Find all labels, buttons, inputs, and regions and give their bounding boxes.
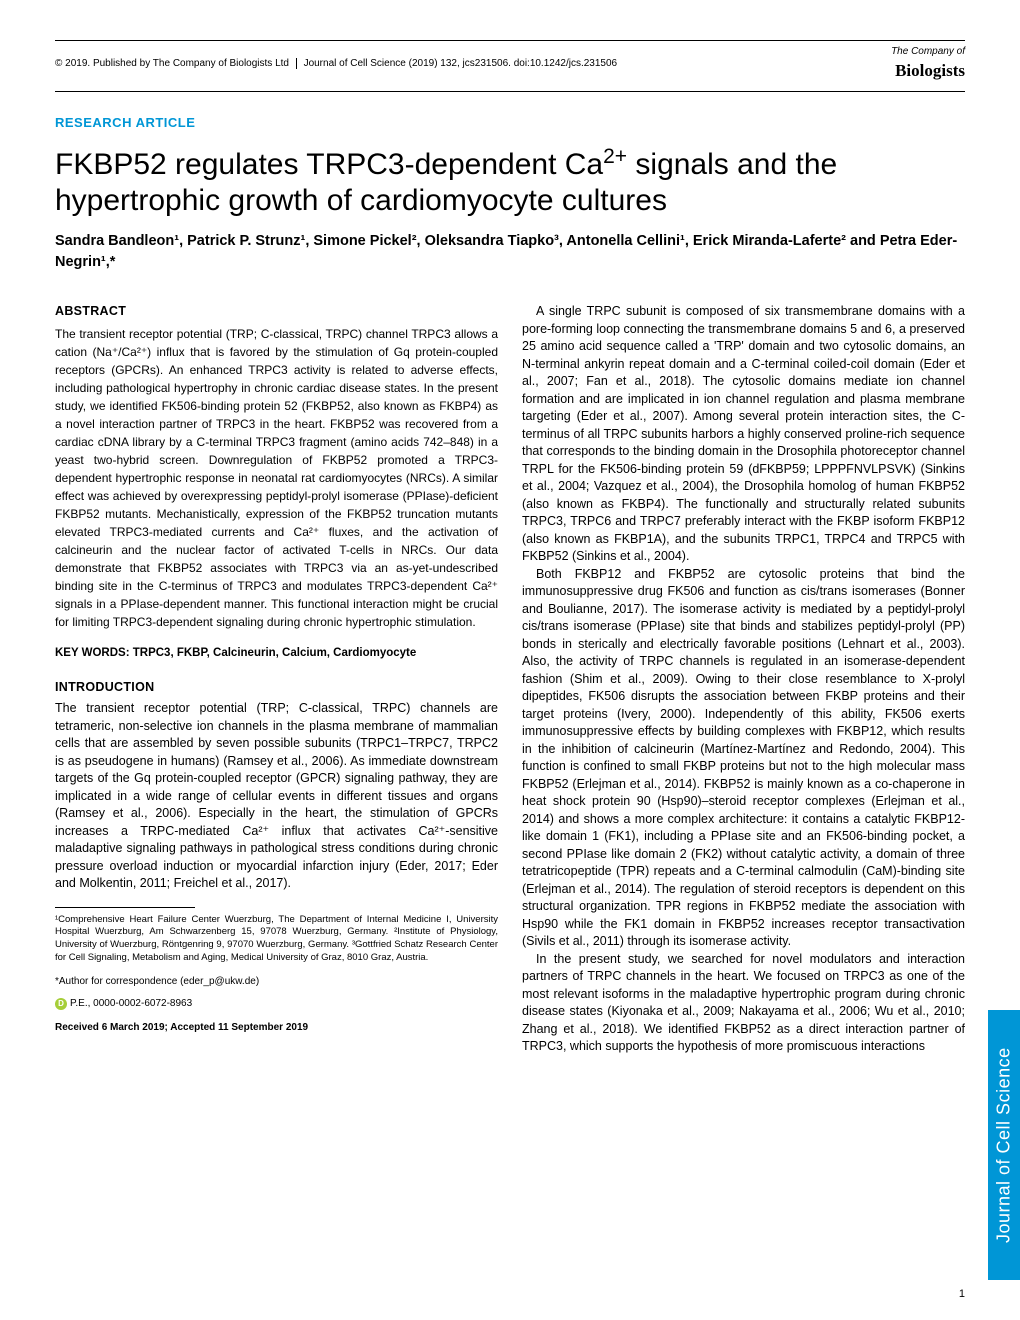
col2-paragraph-3: In the present study, we searched for no…	[522, 951, 965, 1056]
orcid-line: DP.E., 0000-0002-6072-8963	[55, 997, 498, 1011]
header-row: © 2019. Published by The Company of Biol…	[55, 45, 965, 89]
intro-paragraph-1: The transient receptor potential (TRP; C…	[55, 700, 498, 893]
correspondence: *Author for correspondence (eder_p@ukw.d…	[55, 975, 498, 989]
citation: Journal of Cell Science (2019) 132, jcs2…	[304, 58, 618, 69]
abstract-heading: ABSTRACT	[55, 303, 498, 321]
col2-paragraph-1: A single TRPC subunit is composed of six…	[522, 303, 965, 566]
logo-top: The Company of	[891, 45, 965, 59]
page-number: 1	[959, 1287, 965, 1302]
article-type: RESEARCH ARTICLE	[55, 114, 965, 132]
logo-main: Biologists	[891, 59, 965, 83]
copyright: © 2019. Published by The Company of Biol…	[55, 58, 289, 69]
top-rule	[55, 40, 965, 41]
header-rule-2	[55, 91, 965, 92]
right-column: A single TRPC subunit is composed of six…	[522, 303, 965, 1056]
authors: Sandra Bandleon¹, Patrick P. Strunz¹, Si…	[55, 231, 965, 273]
orcid-id: P.E., 0000-0002-6072-8963	[70, 998, 192, 1009]
col2-paragraph-2: Both FKBP12 and FKBP52 are cytosolic pro…	[522, 566, 965, 951]
received-accepted: Received 6 March 2019; Accepted 11 Septe…	[55, 1021, 498, 1035]
header-divider	[296, 58, 297, 69]
abstract-body: The transient receptor potential (TRP; C…	[55, 325, 498, 631]
two-column-layout: ABSTRACT The transient receptor potentia…	[55, 303, 965, 1056]
article-title: FKBP52 regulates TRPC3-dependent Ca2+ si…	[55, 144, 965, 219]
publisher-logo: The Company of Biologists	[891, 45, 965, 83]
title-sup: 2+	[603, 145, 627, 168]
keywords: KEY WORDS: TRPC3, FKBP, Calcineurin, Cal…	[55, 645, 498, 661]
journal-side-tab: Journal of Cell Science	[988, 1010, 1020, 1280]
introduction-body: The transient receptor potential (TRP; C…	[55, 700, 498, 893]
affiliations: ¹Comprehensive Heart Failure Center Wuer…	[55, 914, 498, 965]
title-pre: FKBP52 regulates TRPC3-dependent Ca	[55, 148, 603, 181]
header-text: © 2019. Published by The Company of Biol…	[55, 57, 617, 71]
orcid-icon: D	[55, 998, 67, 1010]
left-column: ABSTRACT The transient receptor potentia…	[55, 303, 498, 1056]
introduction-heading: INTRODUCTION	[55, 679, 498, 697]
affiliation-rule	[55, 907, 195, 908]
